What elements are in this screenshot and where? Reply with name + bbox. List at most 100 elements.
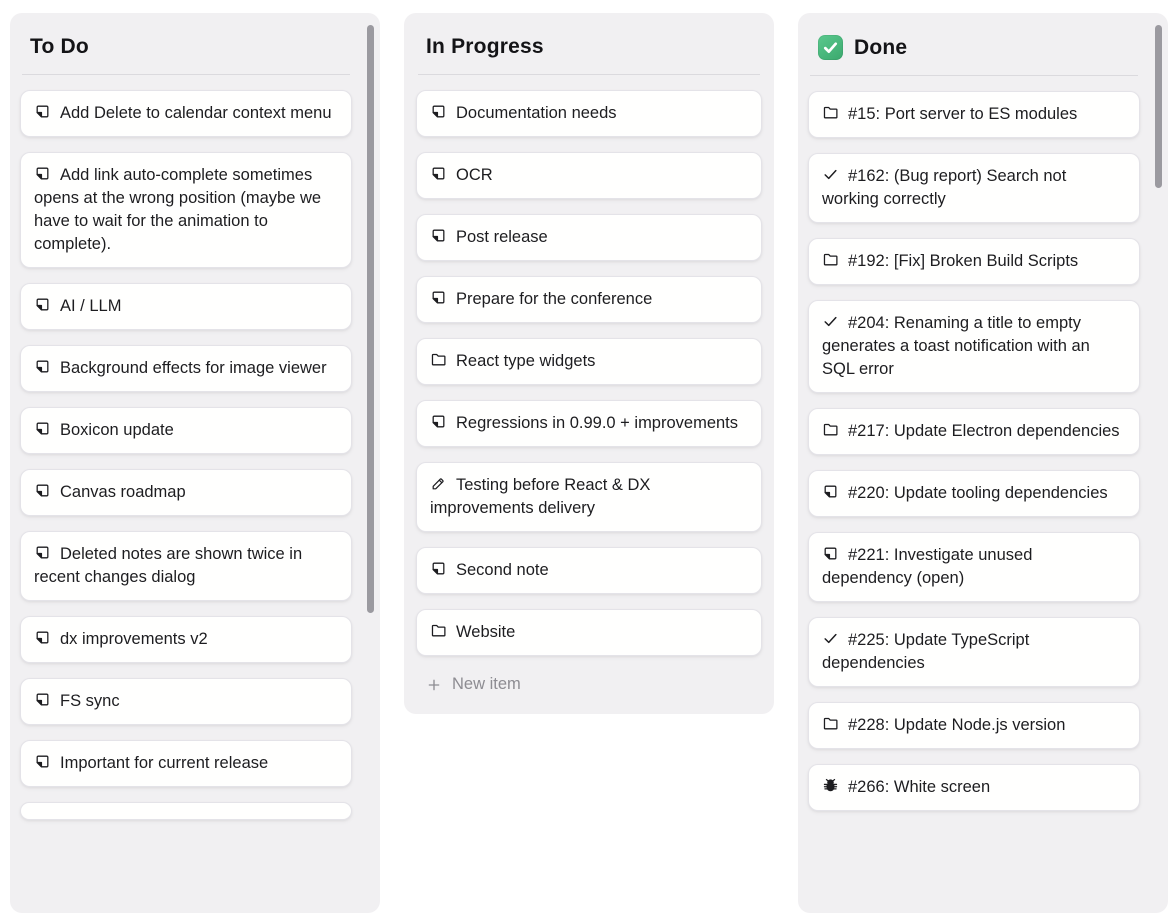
- note-icon: [34, 165, 51, 182]
- note-icon: [34, 103, 51, 120]
- card-title: Regressions in 0.99.0 + improvements: [456, 414, 739, 432]
- note-icon: [34, 629, 51, 646]
- column-header: To Do: [20, 33, 352, 59]
- card-title: FS sync: [60, 692, 120, 710]
- folder-icon: [430, 622, 447, 639]
- card[interactable]: AI / LLM: [20, 283, 352, 330]
- column-title: To Do: [30, 35, 89, 58]
- card[interactable]: Prepare for the conference: [416, 276, 762, 323]
- card[interactable]: #228: Update Node.js version: [808, 702, 1140, 749]
- card-title: #217: Update Electron dependencies: [848, 422, 1120, 440]
- folder-icon: [430, 351, 447, 368]
- note-icon: [430, 103, 447, 120]
- card[interactable]: Post release: [416, 214, 762, 261]
- card[interactable]: Canvas roadmap: [20, 469, 352, 516]
- card-title: Prepare for the conference: [456, 290, 653, 308]
- folder-icon: [822, 104, 839, 121]
- column-scrollbar-thumb[interactable]: [367, 25, 374, 613]
- note-icon: [34, 753, 51, 770]
- check-icon: [822, 313, 839, 330]
- card-title: AI / LLM: [60, 297, 122, 315]
- card[interactable]: #162: (Bug report) Search not working co…: [808, 153, 1140, 223]
- card[interactable]: Website: [416, 609, 762, 656]
- card-title: Add Delete to calendar context menu: [60, 104, 332, 122]
- card[interactable]: Important for current release: [20, 740, 352, 787]
- card[interactable]: OCR: [416, 152, 762, 199]
- card-title: #220: Update tooling dependencies: [848, 484, 1108, 502]
- note-icon: [430, 227, 447, 244]
- note-icon: [34, 544, 51, 561]
- card[interactable]: FS sync: [20, 678, 352, 725]
- card-title: Important for current release: [60, 754, 269, 772]
- card[interactable]: #204: Renaming a title to empty generate…: [808, 300, 1140, 393]
- note-icon: [822, 545, 839, 562]
- column-header: Done: [808, 33, 1140, 60]
- card-title: React type widgets: [456, 352, 596, 370]
- card-partially-visible[interactable]: [20, 802, 352, 820]
- card-title: OCR: [456, 166, 493, 184]
- check-icon: [822, 630, 839, 647]
- column-scrollbar-thumb[interactable]: [1155, 25, 1162, 188]
- note-icon: [430, 560, 447, 577]
- card[interactable]: #192: [Fix] Broken Build Scripts: [808, 238, 1140, 285]
- card-title: Website: [456, 623, 516, 641]
- card[interactable]: Add link auto-complete sometimes opens a…: [20, 152, 352, 268]
- card-title: Documentation needs: [456, 104, 617, 122]
- note-icon: [34, 691, 51, 708]
- pencil-icon: [430, 475, 447, 492]
- card-title: #162: (Bug report) Search not working co…: [822, 167, 1067, 208]
- card-title: Canvas roadmap: [60, 483, 186, 501]
- folder-icon: [822, 421, 839, 438]
- column-divider: [810, 75, 1138, 76]
- card[interactable]: #220: Update tooling dependencies: [808, 470, 1140, 517]
- card[interactable]: React type widgets: [416, 338, 762, 385]
- card[interactable]: #217: Update Electron dependencies: [808, 408, 1140, 455]
- card[interactable]: Boxicon update: [20, 407, 352, 454]
- note-icon: [430, 165, 447, 182]
- column-to-do: To Do Add Delete to calendar context menu…: [10, 13, 380, 913]
- card[interactable]: Add Delete to calendar context menu: [20, 90, 352, 137]
- note-icon: [822, 483, 839, 500]
- column-header: In Progress: [416, 33, 762, 59]
- card-title: Background effects for image viewer: [60, 359, 327, 377]
- note-icon: [34, 420, 51, 437]
- card-title: dx improvements v2: [60, 630, 208, 648]
- note-icon: [34, 482, 51, 499]
- card[interactable]: Testing before React & DX improvements d…: [416, 462, 762, 532]
- card[interactable]: Background effects for image viewer: [20, 345, 352, 392]
- column-title: Done: [854, 35, 908, 59]
- card-title: #221: Investigate unused dependency (ope…: [822, 546, 1033, 587]
- card[interactable]: dx improvements v2: [20, 616, 352, 663]
- card-title: Deleted notes are shown twice in recent …: [34, 545, 303, 586]
- card[interactable]: Regressions in 0.99.0 + improvements: [416, 400, 762, 447]
- plus-icon: [426, 677, 442, 693]
- new-item-label: New item: [452, 675, 521, 693]
- card-title: #15: Port server to ES modules: [848, 105, 1078, 123]
- card-title: #192: [Fix] Broken Build Scripts: [848, 252, 1079, 270]
- note-icon: [430, 289, 447, 306]
- column-divider: [418, 74, 760, 75]
- card-title: #225: Update TypeScript dependencies: [822, 631, 1030, 672]
- card-title: #228: Update Node.js version: [848, 716, 1066, 734]
- column-in-progress: In Progress Documentation needs OCR Post re…: [404, 13, 774, 714]
- card[interactable]: #15: Port server to ES modules: [808, 91, 1140, 138]
- card[interactable]: #225: Update TypeScript dependencies: [808, 617, 1140, 687]
- card[interactable]: Deleted notes are shown twice in recent …: [20, 531, 352, 601]
- new-item-button[interactable]: New item: [416, 656, 762, 700]
- card[interactable]: Second note: [416, 547, 762, 594]
- note-icon: [34, 296, 51, 313]
- card-title: Post release: [456, 228, 548, 246]
- card[interactable]: #221: Investigate unused dependency (ope…: [808, 532, 1140, 602]
- card-title: Second note: [456, 561, 549, 579]
- column-divider: [22, 74, 350, 75]
- bug-icon: [822, 777, 839, 794]
- checked-checkbox-icon[interactable]: [818, 35, 843, 60]
- folder-icon: [822, 715, 839, 732]
- column-done: Done #15: Port server to ES modules #162: …: [798, 13, 1168, 913]
- card[interactable]: #266: White screen: [808, 764, 1140, 811]
- card[interactable]: Documentation needs: [416, 90, 762, 137]
- note-icon: [430, 413, 447, 430]
- card-title: Testing before React & DX improvements d…: [430, 476, 651, 517]
- check-icon: [822, 166, 839, 183]
